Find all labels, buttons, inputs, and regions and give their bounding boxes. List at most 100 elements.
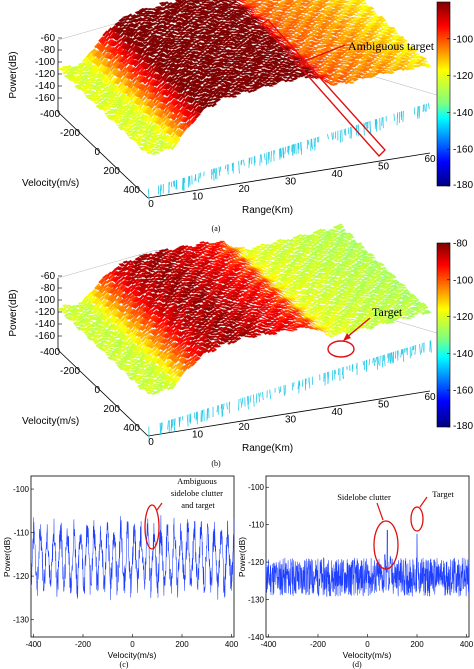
surface-cell — [115, 35, 122, 42]
surface-cell — [325, 16, 332, 20]
surface-cell — [234, 15, 241, 19]
surface-cell — [66, 71, 73, 75]
surface-cell — [164, 35, 171, 38]
surface-cell — [211, 10, 218, 14]
surface-cell — [273, 8, 280, 12]
surface-cell — [195, 9, 202, 12]
surface-cell — [313, 39, 320, 42]
surface-cell — [160, 33, 167, 37]
surface-cell — [347, 14, 354, 17]
surface-cell — [116, 78, 123, 86]
panel-a-ylabel: Velocity(m/s) — [22, 178, 79, 189]
surface-cell — [154, 142, 162, 145]
surface-cell — [99, 86, 106, 89]
noise-floor-spike — [427, 103, 430, 110]
surface-cell — [256, 0, 263, 2]
surface-cell — [167, 19, 174, 24]
surface-cell — [83, 68, 91, 72]
noise-floor-spike — [331, 132, 334, 141]
noise-floor-spike — [198, 173, 200, 183]
surface-cell — [165, 6, 173, 10]
x-tick-label: 30 — [285, 177, 297, 188]
surface-cell — [291, 76, 298, 81]
colorbar-tick-label: -140 — [453, 108, 473, 119]
surface-cell — [277, 19, 284, 22]
surface-cell — [233, 19, 240, 22]
y-tick-label: 0 — [94, 147, 100, 158]
surface-cell — [257, 16, 264, 21]
noise-floor-spike — [173, 180, 175, 187]
surface-cell — [210, 15, 217, 18]
surface-cell — [317, 4, 324, 8]
z-tick-label: -80 — [41, 45, 56, 56]
surface-cell — [313, 10, 320, 13]
surface-cell — [193, 14, 201, 16]
noise-floor-spike — [343, 128, 346, 136]
surface-cell — [237, 26, 244, 31]
noise-floor-spike — [347, 127, 350, 135]
surface-cell — [346, 9, 353, 13]
surface-cell — [86, 62, 93, 70]
surface-cell — [264, 50, 272, 53]
surface-cell — [179, 9, 187, 14]
surface-cell — [163, 26, 170, 31]
surface-cell — [178, 26, 185, 29]
z-tick-label: -140 — [35, 81, 55, 92]
surface-cell — [201, 18, 208, 21]
surface-cell — [125, 20, 132, 24]
surface-cell — [167, 28, 174, 31]
surface-cell — [178, 14, 186, 18]
noise-floor-spike — [238, 161, 240, 174]
surface-cell — [241, 87, 248, 90]
panel-a: Ambiguous target -60-80-100-120-140-160-… — [8, 0, 473, 233]
surface-cell — [235, 17, 243, 21]
surface-cell — [83, 90, 90, 95]
surface-cell — [194, 1, 201, 4]
surface-cell — [217, 13, 224, 18]
surface-cell — [180, 27, 187, 32]
surface-cell — [161, 29, 168, 33]
surface-cell — [248, 20, 255, 23]
surface-cell — [198, 21, 206, 24]
surface-cell — [82, 56, 89, 63]
surface-cell — [280, 7, 287, 11]
surface-cell — [113, 85, 120, 93]
surface-cell — [348, 16, 355, 20]
surface-cell — [286, 66, 294, 69]
surface-cell — [90, 78, 97, 83]
z-tick-label: -60 — [41, 33, 56, 44]
surface-cell — [134, 28, 141, 32]
panel-a-label: (a) — [212, 224, 221, 233]
surface-cell — [371, 56, 378, 59]
surface-cell — [236, 0, 242, 2]
surface-cell — [299, 7, 306, 10]
surface-cell — [227, 28, 234, 31]
surface-cell — [270, 10, 278, 13]
surface-cell — [159, 46, 166, 51]
surface-cell — [353, 14, 360, 17]
surface-cell — [330, 41, 337, 44]
surface-cell — [119, 18, 126, 23]
noise-floor-spike — [339, 130, 342, 143]
surface-cell — [304, 25, 311, 28]
surface-cell — [240, 0, 245, 2]
noise-floor-spike — [215, 167, 218, 180]
surface-cell — [283, 29, 290, 34]
surface-cell — [263, 15, 270, 18]
surface-cell — [279, 11, 286, 15]
panel-a-surface — [57, 0, 432, 200]
x-tick-label: 40 — [331, 169, 343, 180]
surface-cell — [286, 27, 293, 30]
surface-cell — [144, 29, 151, 34]
surface-cell — [368, 7, 375, 11]
noise-floor-spike — [327, 133, 329, 140]
surface-cell — [336, 4, 343, 7]
colorbar-tick-label: -180 — [453, 180, 473, 191]
surface-cell — [302, 4, 309, 7]
surface-cell — [101, 38, 108, 46]
noise-floor-spike — [278, 148, 281, 160]
surface-cell — [127, 47, 134, 55]
surface-cell — [247, 6, 254, 10]
surface-cell — [267, 256, 275, 259]
surface-cell — [305, 21, 312, 24]
